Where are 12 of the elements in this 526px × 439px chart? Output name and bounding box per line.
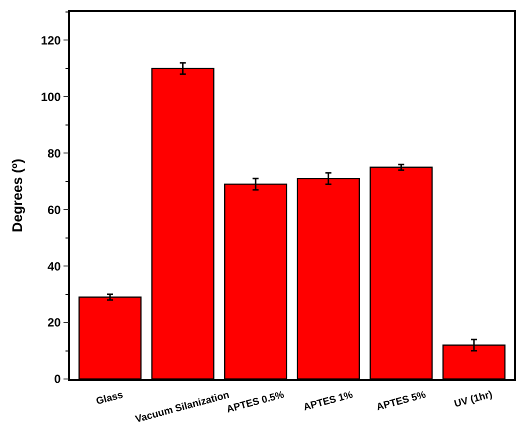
y-tick-label: 0 (54, 372, 62, 386)
y-tick-label: 60 (47, 202, 62, 217)
y-tick-label: 40 (47, 259, 62, 274)
y-tick-label: 120 (40, 33, 62, 48)
x-tick-label: APTES 5% (375, 390, 428, 414)
y-tick-label: 20 (47, 316, 62, 330)
x-tick-label: UV (1hr) (453, 389, 494, 410)
x-tick-label: APTES 1% (302, 390, 354, 414)
x-tick-label: Glass (95, 390, 125, 408)
y-tick-label: 100 (40, 90, 62, 104)
y-tick-label: 80 (47, 146, 62, 160)
y-axis-title: Degrees (º) (8, 158, 25, 232)
